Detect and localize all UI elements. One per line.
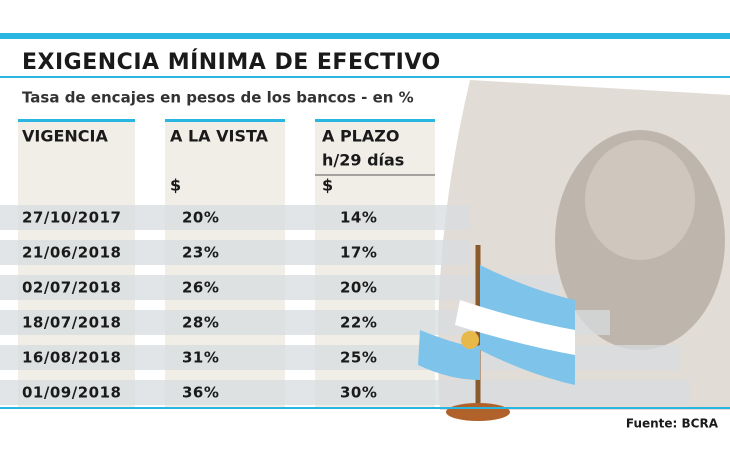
column-header: VIGENCIA bbox=[22, 127, 108, 146]
cell: 14% bbox=[340, 209, 377, 227]
cell: 23% bbox=[182, 244, 219, 262]
column-header: A PLAZO bbox=[322, 127, 399, 146]
column-header: A LA VISTA bbox=[170, 127, 269, 146]
column-rule bbox=[18, 119, 135, 122]
unit: $ bbox=[322, 176, 333, 195]
source: Fuente: BCRA bbox=[626, 417, 719, 431]
flag-base bbox=[446, 403, 510, 421]
flag-stripe bbox=[455, 300, 575, 355]
row-band bbox=[0, 240, 470, 265]
cell: 25% bbox=[340, 349, 377, 367]
unit: $ bbox=[170, 176, 181, 195]
column-note: h/29 días bbox=[322, 151, 404, 170]
cell: 28% bbox=[182, 314, 219, 332]
column-rule bbox=[165, 119, 285, 122]
cell: 21/06/2018 bbox=[22, 244, 121, 262]
cell: 27/10/2017 bbox=[22, 209, 121, 227]
row-band bbox=[0, 275, 560, 300]
cell: 31% bbox=[182, 349, 219, 367]
cell: 02/07/2018 bbox=[22, 279, 121, 297]
cell: 20% bbox=[340, 279, 377, 297]
row-band bbox=[0, 205, 470, 230]
cell: 22% bbox=[340, 314, 377, 332]
cell: 26% bbox=[182, 279, 219, 297]
title-rule bbox=[0, 76, 730, 78]
portrait-face bbox=[585, 140, 695, 260]
cell: 16/08/2018 bbox=[22, 349, 121, 367]
cell: 17% bbox=[340, 244, 377, 262]
subtitle: Tasa de encajes en pesos de los bancos -… bbox=[22, 89, 414, 107]
flag-sun bbox=[461, 331, 479, 349]
table-rows: 27/10/2017 20% 14% 21/06/2018 23% 17% 02/07/20… bbox=[0, 205, 690, 405]
cell: 36% bbox=[182, 384, 219, 402]
cell: 20% bbox=[182, 209, 219, 227]
title: EXIGENCIA MÍNIMA DE EFECTIVO bbox=[22, 49, 441, 75]
cell: 01/09/2018 bbox=[22, 384, 121, 402]
top-bar bbox=[0, 33, 730, 39]
column-rule bbox=[315, 119, 435, 122]
cell: 18/07/2018 bbox=[22, 314, 121, 332]
flag-fold bbox=[418, 330, 480, 380]
cell: 30% bbox=[340, 384, 377, 402]
bottom-rule bbox=[0, 407, 730, 409]
